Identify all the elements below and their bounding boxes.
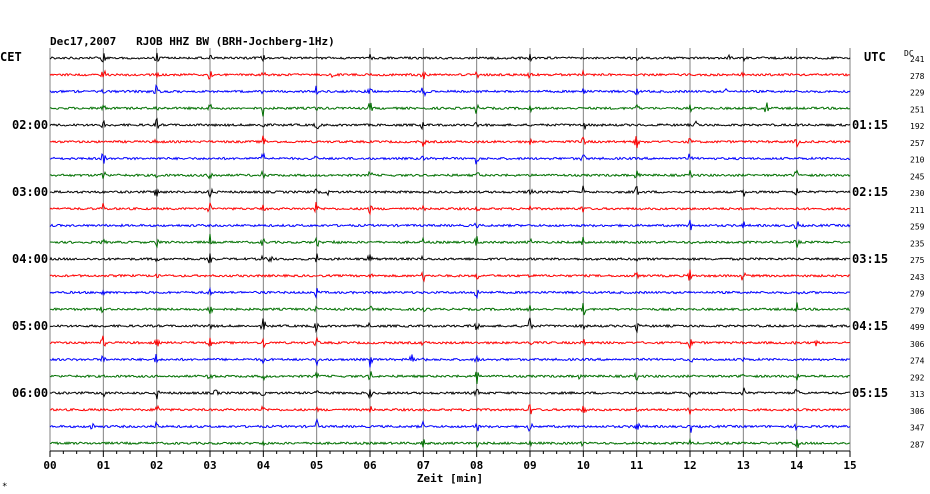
x-tick-label-01: 01 — [97, 459, 111, 472]
x-tick-label-15: 15 — [843, 459, 856, 472]
trace-row-17 — [49, 317, 851, 334]
dc-value-row-16: 279 — [910, 306, 925, 315]
x-tick-label-10: 10 — [577, 459, 590, 472]
dc-value-row-21: 313 — [910, 390, 925, 399]
trace-row-8 — [49, 169, 851, 180]
dc-value-row-11: 259 — [910, 223, 925, 232]
dc-value-row-6: 257 — [910, 139, 925, 148]
cet-hour-label: 03:00 — [12, 185, 48, 199]
dc-labels: 241 278 229 251 192 257 210 245 230 211 259 235 275 2… — [910, 55, 925, 449]
trace-row-23 — [49, 418, 851, 433]
dc-value-row-12: 235 — [910, 239, 925, 248]
dc-value-row-10: 211 — [910, 206, 925, 215]
x-tick-label-07: 07 — [417, 459, 430, 472]
dc-value-row-20: 292 — [910, 373, 925, 382]
dc-label: DC — [904, 49, 914, 58]
x-tick-label-05: 05 — [310, 459, 323, 472]
dc-value-row-5: 192 — [910, 122, 925, 131]
x-tick-label-04: 04 — [257, 459, 271, 472]
x-tick-label-00: 00 — [43, 459, 56, 472]
x-tick-label-14: 14 — [790, 459, 804, 472]
utc-hour-label: 01:15 — [852, 118, 888, 132]
utc-hour-label: 04:15 — [852, 319, 888, 333]
dc-value-row-18: 306 — [910, 340, 925, 349]
trace-row-22 — [49, 404, 850, 415]
trace-row-13 — [49, 253, 851, 264]
trace-row-5 — [49, 117, 851, 131]
dc-value-row-17: 499 — [910, 323, 925, 332]
x-axis-label: Zeit [min] — [417, 472, 483, 485]
trace-row-19 — [49, 353, 851, 368]
x-tick-label-11: 11 — [630, 459, 644, 472]
trace-row-7 — [49, 152, 851, 165]
trace-row-9 — [49, 185, 851, 199]
time-axis: 00 01 02 03 04 05 06 07 08 09 10 11 12 13 14 15 — [43, 450, 857, 472]
utc-hour-label: 05:15 — [852, 386, 888, 400]
x-tick-label-08: 08 — [470, 459, 483, 472]
trace-row-20 — [49, 371, 851, 385]
trace-row-18 — [49, 335, 851, 349]
dc-value-row-1: 241 — [910, 55, 925, 64]
dc-value-row-15: 279 — [910, 290, 925, 299]
utc-label: UTC — [864, 50, 886, 64]
trace-row-10 — [49, 201, 851, 216]
trace-row-6 — [49, 135, 851, 149]
trace-row-12 — [49, 233, 851, 249]
cet-hour-label: 02:00 — [12, 118, 48, 132]
trace-row-16 — [49, 302, 851, 316]
dc-value-row-22: 306 — [910, 407, 925, 416]
seismogram-traces — [49, 52, 851, 449]
chart-title: Dec17,2007 RJOB HHZ BW (BRH-Jochberg-1Hz… — [50, 35, 335, 48]
trace-row-11 — [49, 219, 851, 231]
cet-label: CET — [0, 50, 22, 64]
corner-mark: * — [2, 482, 7, 492]
dc-value-row-9: 230 — [910, 189, 925, 198]
dc-value-row-23: 347 — [910, 424, 925, 433]
x-tick-label-12: 12 — [683, 459, 696, 472]
dc-value-row-3: 229 — [910, 89, 925, 98]
utc-hour-label: 03:15 — [852, 252, 888, 266]
dc-value-row-24: 287 — [910, 440, 925, 449]
dc-value-row-7: 210 — [910, 156, 925, 165]
dc-value-row-14: 243 — [910, 273, 925, 282]
x-tick-label-09: 09 — [523, 459, 536, 472]
dc-value-row-13: 275 — [910, 256, 925, 265]
x-tick-label-02: 02 — [150, 459, 163, 472]
cet-hour-label: 05:00 — [12, 319, 48, 333]
trace-row-3 — [49, 84, 851, 98]
cet-hour-label: 04:00 — [12, 252, 48, 266]
trace-row-4 — [49, 102, 851, 117]
utc-hour-label: 02:15 — [852, 185, 888, 199]
dc-value-row-2: 278 — [910, 72, 925, 81]
x-tick-label-06: 06 — [363, 459, 377, 472]
trace-row-2 — [49, 69, 850, 80]
trace-row-15 — [49, 286, 850, 300]
hour-labels: 02:00 03:00 04:00 05:00 06:00 01:15 02:15 03:15… — [12, 118, 888, 400]
dc-value-row-4: 251 — [910, 105, 925, 114]
trace-row-14 — [49, 269, 851, 283]
dc-value-row-8: 245 — [910, 172, 925, 181]
x-tick-label-13: 13 — [737, 459, 750, 472]
trace-row-21 — [49, 387, 851, 400]
trace-row-1 — [49, 52, 851, 63]
minute-gridlines — [49, 48, 851, 451]
x-tick-label-03: 03 — [203, 459, 216, 472]
cet-hour-label: 06:00 — [12, 386, 48, 400]
dc-value-row-19: 274 — [910, 357, 925, 366]
trace-row-24 — [49, 437, 850, 449]
